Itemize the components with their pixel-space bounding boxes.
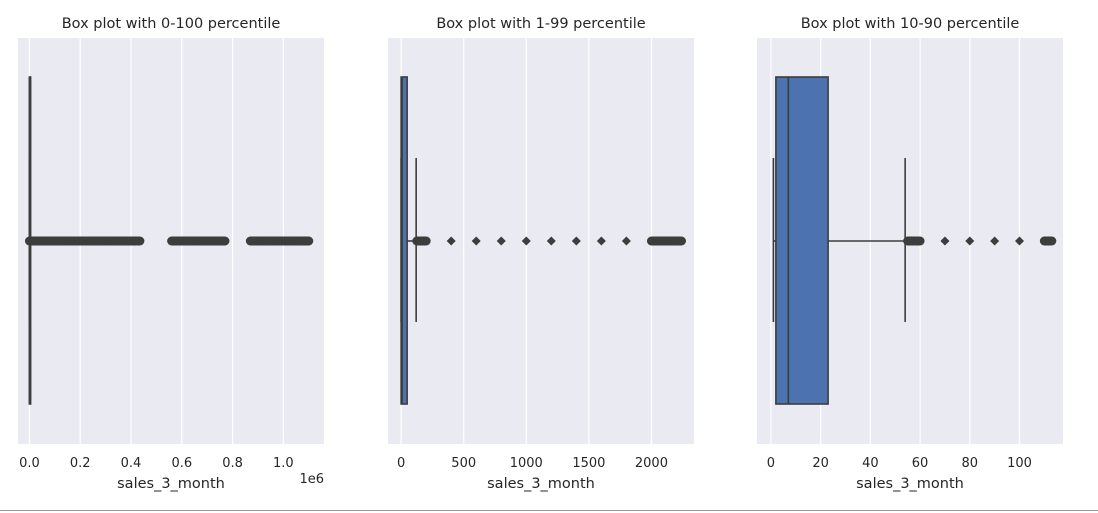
outlier-point [220, 236, 230, 246]
x-tick-label: 0.4 [121, 456, 142, 471]
outlier-point [646, 236, 656, 246]
outlier-point [940, 236, 950, 246]
x-tick-label: 0 [397, 456, 405, 471]
outlier-point [170, 236, 180, 246]
x-tick-label: 0 [767, 456, 775, 471]
plot-area [388, 38, 694, 444]
x-tick-label: 60 [912, 456, 929, 471]
panel-10-90-percentile: 0 20 40 60 80 100 Box plot with 10-90 percent… [757, 16, 1063, 492]
chart-title: Box plot with 1-99 percentile [436, 16, 645, 32]
outlier-point [254, 236, 264, 246]
outlier-point [1047, 236, 1057, 246]
outlier-point [990, 236, 1000, 246]
x-tick-label: 0.2 [70, 456, 91, 471]
box [775, 76, 829, 405]
outlier-point [135, 236, 145, 246]
panel-1-99-percentile: 0 500 1000 1500 2000 Box plot with 1-99 perc… [388, 16, 694, 492]
outlier-point [621, 236, 631, 246]
outlier-point [117, 236, 127, 246]
outlier-point [596, 236, 606, 246]
x-tick-labels: 0 500 1000 1500 2000 [397, 456, 668, 471]
outlier-point [125, 236, 135, 246]
iqr-box [400, 76, 408, 405]
outlier-point [496, 236, 506, 246]
x-tick-label: 1000 [510, 456, 543, 471]
outlier-point [1014, 236, 1024, 246]
outlier-point [1039, 236, 1049, 246]
outlier-point [915, 236, 925, 246]
outlier-point [211, 236, 221, 246]
outlier-point [304, 236, 314, 246]
x-tick-label: 0.6 [171, 456, 192, 471]
x-tick-label: 500 [451, 456, 476, 471]
outlier-point [471, 236, 481, 246]
outlier-point [55, 236, 65, 246]
outlier-point [290, 236, 300, 246]
outlier-point [182, 236, 192, 246]
x-tick-label: 20 [812, 456, 829, 471]
outlier-point [85, 236, 95, 246]
outlier-point [676, 236, 686, 246]
x-tick-label: 100 [1007, 456, 1032, 471]
outlier-points [903, 236, 1057, 246]
x-axis-label: sales_3_month [487, 476, 595, 492]
outlier-point [197, 236, 207, 246]
panel-0-100-percentile: 0.0 0.2 0.4 0.6 0.8 1.0 Box plot with 0-100 p… [18, 16, 324, 492]
x-tick-labels: 0 20 40 60 80 100 [767, 456, 1032, 471]
chart-title: Box plot with 10-90 percentile [801, 16, 1020, 32]
outlier-point [249, 236, 259, 246]
x-axis-label: sales_3_month [856, 476, 964, 492]
outlier-point [521, 236, 531, 246]
x-tick-label: 1500 [572, 456, 605, 471]
outlier-point [202, 236, 212, 246]
x-tick-label: 0.8 [222, 456, 243, 471]
x-tick-label: 2000 [635, 456, 668, 471]
outlier-point [446, 236, 456, 246]
outlier-point [130, 236, 140, 246]
outlier-point [45, 236, 55, 246]
outlier-point [665, 236, 675, 246]
outlier-point [75, 236, 85, 246]
outlier-point [65, 236, 75, 246]
box [400, 76, 408, 405]
outlier-point [273, 236, 283, 246]
x-axis-label: sales_3_month [117, 476, 225, 492]
outlier-point [97, 236, 107, 246]
outlier-point [37, 236, 47, 246]
outlier-point [421, 236, 431, 246]
x-tick-labels: 0.0 0.2 0.4 0.6 0.8 1.0 [19, 456, 294, 471]
axis-offset-label: 1e6 [299, 472, 324, 487]
outlier-point [903, 236, 913, 246]
iqr-box [775, 76, 829, 405]
x-tick-label: 1.0 [273, 456, 294, 471]
chart-title: Box plot with 0-100 percentile [62, 16, 281, 32]
outlier-point [412, 236, 422, 246]
bottom-divider [0, 510, 1098, 511]
x-tick-label: 40 [862, 456, 879, 471]
x-tick-label: 80 [962, 456, 979, 471]
outlier-points [412, 236, 686, 246]
outlier-point [965, 236, 975, 246]
outlier-points [24, 236, 314, 246]
x-tick-label: 0.0 [19, 456, 40, 471]
outlier-point [571, 236, 581, 246]
outlier-point [32, 236, 42, 246]
outlier-point [546, 236, 556, 246]
outlier-point [262, 236, 272, 246]
